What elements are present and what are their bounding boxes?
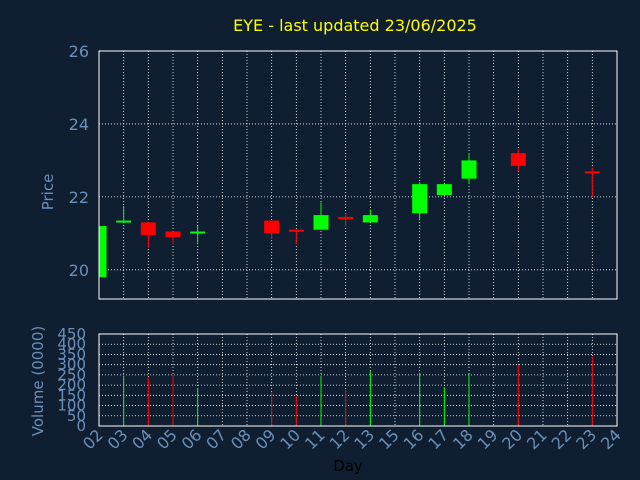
volume-tick-label: 400 — [57, 335, 86, 353]
volume-tick-label: 0 — [76, 417, 86, 435]
candle-body — [116, 220, 132, 223]
volume-panel-frame — [98, 333, 618, 427]
volume-tick-label: 200 — [57, 376, 86, 394]
price-tick-labels: 20 22 24 26 — [69, 42, 89, 280]
volume-axis-label: Volume (0000) — [29, 326, 47, 436]
chart-title: EYE - last updated 23/06/2025 — [233, 16, 477, 35]
volume-tick-label: 150 — [57, 386, 86, 404]
candle-body — [461, 160, 477, 179]
price-candles — [98, 149, 600, 278]
candle-body — [140, 222, 156, 236]
candle-body — [190, 231, 206, 234]
volume-tick-label: 50 — [67, 407, 86, 425]
price-tick-label: 26 — [69, 42, 89, 61]
candle-body — [436, 184, 452, 196]
candle-body — [288, 229, 304, 232]
price-panel-frame — [98, 50, 618, 300]
candle-body — [165, 231, 181, 237]
candle-body — [99, 226, 107, 278]
candle-body — [313, 215, 329, 230]
candle-body — [584, 171, 600, 174]
x-axis-label: Day — [333, 457, 363, 475]
price-tick-label: 22 — [69, 188, 89, 207]
volume-tick-label: 250 — [57, 366, 86, 384]
candle-body — [510, 153, 526, 166]
candle-body — [338, 216, 354, 219]
volume-tick-label: 350 — [57, 345, 86, 363]
price-axis-label: Price — [39, 174, 57, 211]
volume-bars — [123, 356, 593, 426]
candle-body — [412, 184, 428, 214]
volume-tick-label: 300 — [57, 356, 86, 374]
price-tick-label: 24 — [69, 115, 89, 134]
volume-tick-label: 100 — [57, 397, 86, 415]
candle-body — [362, 215, 378, 223]
volume-tick-label: 450 — [57, 325, 86, 343]
price-tick-label: 20 — [69, 261, 89, 280]
candle-body — [264, 220, 280, 234]
